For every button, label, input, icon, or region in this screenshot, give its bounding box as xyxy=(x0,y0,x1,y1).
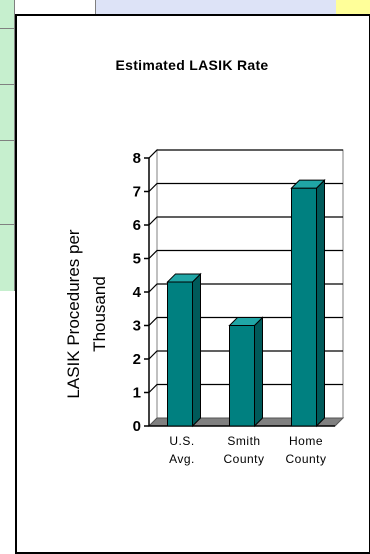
y-tick-label: 5 xyxy=(133,251,141,268)
gridline xyxy=(148,182,343,192)
bar-side xyxy=(254,316,263,428)
chart-area[interactable]: Estimated LASIK Rate 0 1 2 3 4 5 6 7 8 U.S. Avg. Sm… xyxy=(15,14,370,554)
gridline xyxy=(148,316,343,326)
y-tick-label: 3 xyxy=(133,318,141,335)
x-tick-label: U.S. xyxy=(169,434,194,448)
y-tick-label: 2 xyxy=(133,351,141,368)
spreadsheet-header-cell xyxy=(95,0,337,14)
gridline xyxy=(148,383,343,393)
y-tick-label: 1 xyxy=(133,385,141,402)
bar-top xyxy=(228,317,264,326)
row-divider xyxy=(0,84,14,85)
gridline xyxy=(148,350,343,360)
y-tick-label: 4 xyxy=(133,284,142,301)
bar xyxy=(229,325,255,427)
bar-side xyxy=(316,178,325,428)
row-divider xyxy=(0,140,14,141)
y-tick-label: 8 xyxy=(133,150,141,167)
spreadsheet-column-strip xyxy=(0,0,15,291)
gridline xyxy=(148,249,343,259)
chart-plot: 0 1 2 3 4 5 6 7 8 U.S. Avg. Smith County Home County LA… xyxy=(64,148,345,466)
gridline xyxy=(148,149,343,159)
row-divider xyxy=(0,28,14,29)
y-axis-title: Thousand xyxy=(90,276,109,352)
chart-title: Estimated LASIK Rate xyxy=(115,57,269,73)
y-axis-title: LASIK Procedures per xyxy=(64,229,83,398)
gridline xyxy=(148,283,343,293)
spreadsheet-highlight-cell xyxy=(336,0,370,14)
bar-top xyxy=(290,179,326,189)
gridline xyxy=(148,216,343,226)
bar-side xyxy=(192,272,201,428)
y-tick-label: 0 xyxy=(133,418,141,435)
x-tick-label: County xyxy=(223,452,264,466)
x-tick-label: Smith xyxy=(227,434,260,448)
bar xyxy=(291,187,317,427)
bar xyxy=(167,281,193,427)
x-tick-label: Home xyxy=(289,434,323,448)
bar-top xyxy=(166,273,202,283)
row-divider xyxy=(0,224,14,225)
x-tick-label: Avg. xyxy=(169,452,195,466)
x-tick-label: County xyxy=(285,452,326,466)
y-tick-label: 7 xyxy=(133,184,141,201)
y-tick-label: 6 xyxy=(133,217,141,234)
